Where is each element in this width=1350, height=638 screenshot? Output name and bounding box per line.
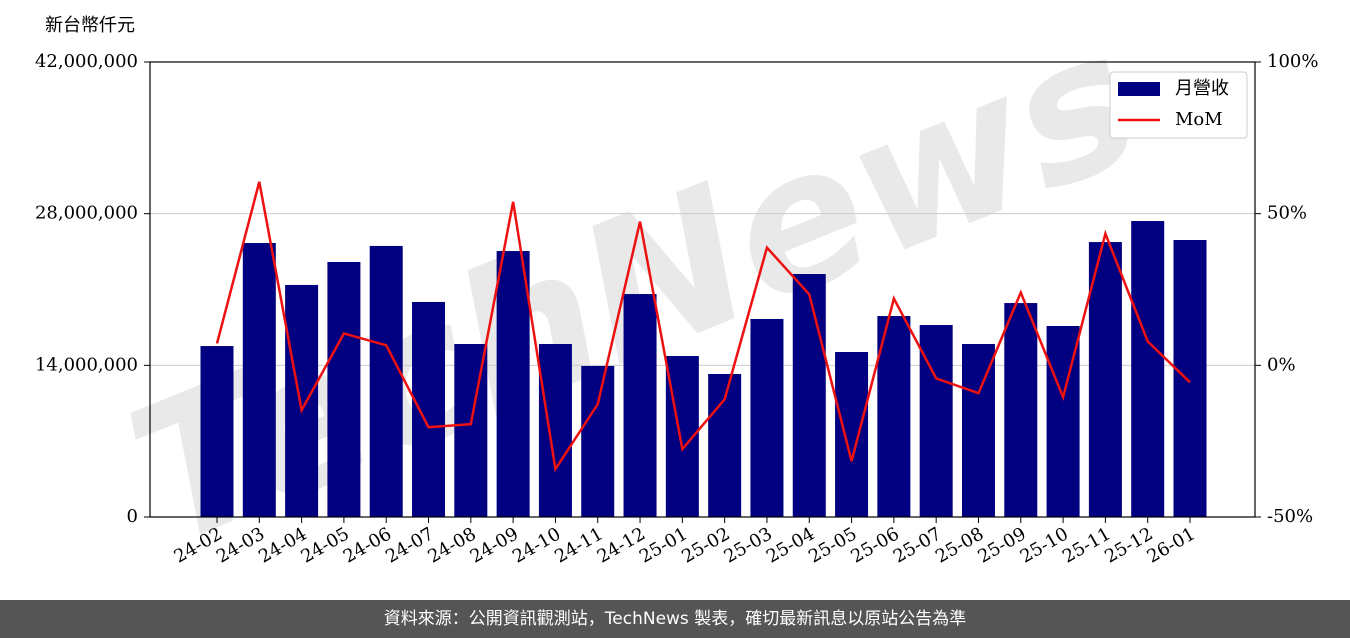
bar	[835, 352, 869, 517]
bar	[285, 284, 319, 517]
y-axis-label: 新台幣仟元	[45, 15, 135, 36]
y-tick-label: 0	[127, 506, 138, 527]
bar	[1173, 239, 1207, 517]
footer: 資料來源：公開資訊觀測站，TechNews 製表，確切最新訊息以原站公告為準	[0, 600, 1350, 638]
bar	[200, 346, 234, 517]
legend-label: MoM	[1175, 109, 1223, 130]
bar	[792, 274, 826, 517]
plot-frame	[149, 61, 1256, 518]
y2-tick-label: -50%	[1267, 506, 1313, 527]
bar	[877, 316, 911, 517]
legend: 月營收 MoM	[1109, 71, 1248, 139]
y-tick-label: 42,000,000	[35, 51, 138, 72]
chart: 新台幣仟元 TechNews014,000,00028,000,00042,00…	[35, 0, 1319, 588]
bar	[961, 343, 995, 517]
bar	[623, 294, 657, 517]
bar	[750, 318, 784, 517]
legend-swatch	[1118, 82, 1160, 96]
x-tick-label: 26-01	[1144, 523, 1199, 567]
bar	[1088, 242, 1122, 518]
y2-tick-label: 50%	[1267, 203, 1307, 224]
y-tick-label: 14,000,000	[35, 354, 138, 375]
bar	[412, 301, 446, 517]
bar	[496, 251, 530, 517]
bar	[538, 343, 572, 517]
y2-tick-label: 100%	[1267, 51, 1318, 72]
line	[215, 181, 1191, 473]
bar	[242, 243, 276, 517]
bar	[369, 245, 403, 517]
bar	[1004, 303, 1038, 517]
y-tick-label: 28,000,000	[35, 203, 138, 224]
bar	[1131, 221, 1165, 518]
bar	[919, 325, 953, 517]
legend-label: 月營收	[1175, 78, 1229, 99]
bar	[581, 365, 615, 517]
bar	[327, 261, 361, 517]
y2-tick-label: 0%	[1267, 354, 1296, 375]
